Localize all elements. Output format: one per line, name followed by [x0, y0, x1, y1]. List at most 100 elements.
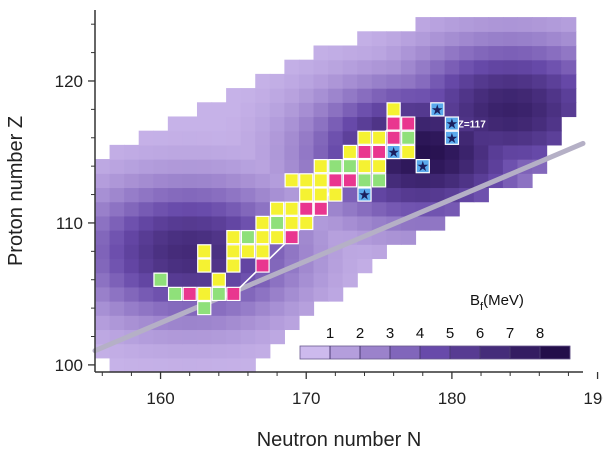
heatmap-cell	[95, 244, 111, 260]
heatmap-cell	[313, 59, 329, 75]
colorbar-tick-label: 8	[536, 325, 544, 342]
x-tick-label: 170	[292, 389, 320, 408]
heatmap-cell	[415, 215, 431, 231]
heatmap-cell	[371, 73, 387, 89]
heatmap-cell	[400, 73, 417, 89]
heatmap-cell	[444, 144, 460, 160]
heatmap-cell	[517, 17, 533, 32]
colorbar-tick-label: 5	[446, 325, 454, 342]
yellow-nuclide-marker	[357, 130, 372, 145]
heatmap-cell	[400, 187, 417, 203]
heatmap-cell	[371, 201, 387, 217]
heatmap-cell	[473, 116, 489, 132]
heatmap-cell	[269, 116, 285, 132]
heatmap-cell	[532, 88, 548, 103]
heatmap-cell	[400, 230, 417, 245]
heatmap-cell	[226, 144, 242, 160]
heatmap-cell	[95, 315, 111, 331]
heatmap-cell	[124, 286, 140, 302]
heatmap-cell	[342, 272, 358, 288]
heatmap-cell	[109, 315, 125, 331]
yellow-nuclide-marker	[313, 187, 328, 202]
heatmap-cell	[546, 45, 562, 61]
heatmap-cell	[488, 59, 504, 75]
heatmap-cell	[182, 329, 198, 345]
heatmap-cell	[95, 215, 111, 231]
colorbar-segment	[360, 346, 391, 359]
heatmap-cell	[167, 187, 184, 203]
heatmap-cell	[546, 130, 562, 146]
heatmap-cell	[415, 130, 431, 146]
heatmap-cell	[211, 329, 227, 345]
heatmap-cell	[313, 102, 329, 118]
heatmap-cell	[473, 45, 489, 61]
yellow-nuclide-marker	[255, 215, 270, 231]
heatmap-cell	[561, 59, 577, 75]
heatmap-cell	[342, 116, 358, 132]
heatmap-cell	[488, 31, 504, 47]
heatmap-cell	[226, 357, 242, 373]
heatmap-cell	[546, 17, 562, 32]
heatmap-cell	[459, 130, 475, 146]
yellow-nuclide-marker	[401, 144, 416, 160]
heatmap-cell	[211, 258, 227, 274]
heatmap-cell	[328, 144, 344, 160]
heatmap-cell	[459, 173, 475, 189]
heatmap-cell	[95, 201, 111, 217]
green-nuclide-marker	[240, 229, 256, 245]
heatmap-cell	[153, 343, 169, 359]
green-nuclide-marker	[153, 272, 168, 287]
heatmap-cell	[226, 215, 242, 231]
pink-nuclide-marker	[401, 116, 416, 131]
heatmap-cell	[284, 59, 300, 75]
heatmap-cell	[211, 201, 227, 217]
heatmap-cell	[444, 17, 460, 32]
heatmap-cell	[182, 144, 198, 160]
heatmap-cell	[95, 272, 111, 288]
colorbar-segment	[420, 346, 451, 359]
heatmap-cell	[488, 116, 504, 132]
heatmap-cell	[298, 73, 315, 89]
green-nuclide-marker	[269, 215, 285, 231]
heatmap-cell	[430, 187, 446, 203]
green-nuclide-marker	[401, 130, 416, 145]
heatmap-cell	[532, 116, 548, 132]
pink-nuclide-marker	[284, 229, 299, 245]
heatmap-cell	[473, 130, 489, 146]
yellow-nuclide-marker	[371, 159, 387, 174]
heatmap-cell	[561, 31, 577, 47]
heatmap-cell	[167, 258, 184, 274]
heatmap-cell	[109, 144, 125, 160]
heatmap-cell	[124, 230, 140, 245]
pink-nuclide-marker	[371, 144, 387, 160]
colorbar-segment	[450, 346, 481, 359]
heatmap-cell	[517, 144, 533, 160]
heatmap-cell	[226, 272, 242, 288]
heatmap-cell	[502, 130, 519, 146]
heatmap-cell	[109, 215, 125, 231]
heatmap-cell	[546, 31, 562, 47]
heatmap-cell	[488, 159, 504, 174]
heatmap-cell	[138, 173, 154, 189]
heatmap-cell	[196, 144, 213, 160]
heatmap-cell	[371, 244, 387, 260]
heatmap-cell	[561, 102, 577, 118]
heatmap-cell	[124, 343, 140, 359]
heatmap-cell	[386, 31, 402, 47]
heatmap-cell	[328, 130, 344, 146]
heatmap-cell	[255, 159, 271, 174]
heatmap-cell	[430, 59, 446, 75]
heatmap-cell	[357, 244, 373, 260]
heatmap-cell	[95, 230, 111, 245]
heatmap-cell	[488, 102, 504, 118]
yellow-nuclide-marker	[197, 244, 212, 259]
heatmap-cell	[138, 215, 154, 231]
heatmap-cell	[386, 73, 402, 89]
heatmap-cell	[196, 130, 213, 146]
colorbar: 1 2 3 4 5 6 7 8 Bf(MeV)	[299, 292, 571, 360]
heatmap-cell	[298, 144, 315, 160]
heatmap-cell	[255, 301, 271, 316]
heatmap-cell	[517, 45, 533, 61]
heatmap-cell	[430, 31, 446, 47]
heatmap-cell	[371, 102, 387, 118]
